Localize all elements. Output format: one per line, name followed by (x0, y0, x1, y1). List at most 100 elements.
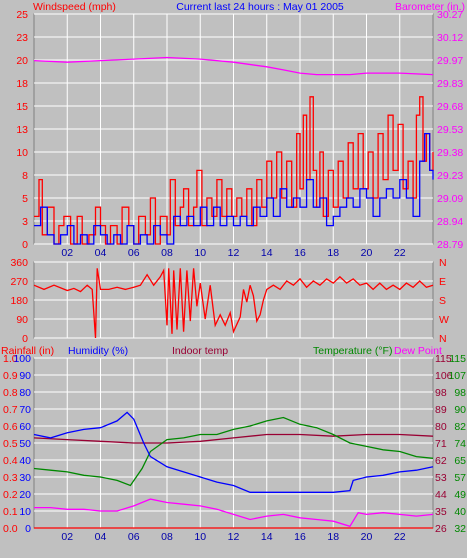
humidity-tick-label: 90 (19, 370, 31, 382)
humidity-tick-label: 50 (19, 438, 31, 450)
temperature-tick-label: 40 (454, 506, 466, 518)
temperature-tick-label: 74 (454, 438, 466, 450)
compass-tick-label: N (439, 257, 447, 269)
compass-tick-label: N (439, 333, 447, 345)
rainfall-tick-label: 0.6 (3, 421, 18, 433)
windspeed-tick-label: 13 (16, 124, 28, 136)
rainfall-tick-label: 0.2 (3, 489, 18, 501)
barometer-axis-title: Barometer (in.) (395, 1, 465, 13)
x-tick-label: 16 (294, 247, 306, 259)
compass-tick-label: S (439, 295, 446, 307)
indoor-temp-title: Indoor temp (172, 345, 228, 357)
humidity-tick-label: 80 (19, 387, 31, 399)
indoor-temp-tick-label: 53 (435, 472, 447, 484)
direction-tick-label: 180 (10, 295, 28, 307)
barometer-tick-label: 29.53 (437, 124, 463, 136)
temperature-tick-label: 98 (454, 387, 466, 399)
rainfall-tick-label: 0.0 (3, 523, 18, 535)
temperature-tick-label: 82 (454, 421, 466, 433)
rainfall-tick-label: 0.5 (3, 438, 18, 450)
humidity-axis-title: Humidity (%) (68, 345, 128, 357)
direction-tick-label: 90 (16, 314, 28, 326)
windspeed-tick-label: 23 (16, 32, 28, 44)
temperature-tick-label: 57 (454, 472, 466, 484)
temperature-tick-label: 115 (449, 353, 466, 365)
dewpoint-axis-title: Dew Point (394, 345, 442, 357)
x-tick-label: 04 (95, 247, 107, 259)
x-tick-label: 12 (228, 247, 240, 259)
windspeed-tick-label: 3 (22, 216, 28, 228)
rainfall-tick-label: 0.4 (3, 455, 18, 467)
temperature-axis-title: Temperature (°F) (313, 345, 392, 357)
windspeed-tick-label: 10 (16, 147, 28, 159)
x-tick-label: 08 (161, 247, 173, 259)
windspeed-axis-title: Windspeed (mph) (33, 1, 116, 13)
temperature-tick-label: 49 (454, 489, 466, 501)
humidity-tick-label: 10 (19, 506, 31, 518)
humidity-tick-label: 30 (19, 472, 31, 484)
x-tick-label: 10 (194, 531, 206, 543)
temperature-tick-label: 32 (454, 523, 466, 535)
x-tick-label: 14 (261, 531, 273, 543)
windspeed-tick-label: 0 (22, 239, 28, 251)
temperature-line (33, 416, 434, 487)
rainfall-tick-label: 0.1 (3, 506, 18, 518)
direction-tick-label: 360 (10, 257, 28, 269)
humidity-tick-label: 70 (19, 404, 31, 416)
x-tick-label: 20 (361, 531, 373, 543)
indoor-temp-tick-label: 106 (435, 370, 453, 382)
x-tick-label: 08 (161, 531, 173, 543)
x-tick-label: 12 (228, 531, 240, 543)
windspeed-tick-label: 18 (16, 78, 28, 90)
wind-direction-line (33, 268, 434, 339)
x-tick-label: 20 (361, 247, 373, 259)
windspeed-tick-label: 15 (16, 101, 28, 113)
humidity-line (33, 411, 434, 493)
indoor-temp-tick-label: 35 (435, 506, 447, 518)
humidity-tick-label: 0 (25, 523, 31, 535)
barometer-tick-label: 30.27 (437, 9, 463, 21)
indoor-temp-tick-label: 71 (435, 438, 447, 450)
humidity-tick-label: 60 (19, 421, 31, 433)
barometer-line (33, 56, 434, 76)
compass-tick-label: E (439, 276, 446, 288)
wind-average-line (34, 132, 434, 245)
humidity-tick-label: 40 (19, 455, 31, 467)
chart-title: Current last 24 hours : May 01 2005 (176, 1, 344, 13)
indoor-temp-tick-label: 62 (435, 455, 447, 467)
dewpoint-line (34, 498, 434, 528)
direction-tick-label: 270 (10, 276, 28, 288)
indoor-temp-tick-label: 89 (435, 404, 447, 416)
windspeed-tick-label: 25 (16, 9, 28, 21)
barometer-tick-label: 28.94 (437, 216, 463, 228)
x-tick-label: 02 (61, 247, 73, 259)
temperature-tick-label: 107 (448, 370, 466, 382)
direction-tick-label: 0 (22, 333, 28, 345)
x-tick-label: 16 (294, 531, 306, 543)
x-tick-label: 02 (61, 531, 73, 543)
barometer-tick-label: 29.68 (437, 101, 463, 113)
humidity-tick-label: 20 (19, 489, 31, 501)
barometer-tick-label: 29.83 (437, 78, 463, 90)
x-tick-label: 06 (128, 247, 140, 259)
indoor-temp-tick-label: 44 (435, 489, 447, 501)
x-tick-label: 06 (128, 531, 140, 543)
x-tick-label: 22 (394, 531, 406, 543)
humidity-tick-label: 100 (13, 353, 31, 365)
barometer-tick-label: 29.23 (437, 170, 463, 182)
barometer-tick-label: 29.38 (437, 147, 463, 159)
x-tick-label: 22 (394, 247, 406, 259)
x-tick-label: 04 (95, 531, 107, 543)
rainfall-tick-label: 0.9 (3, 370, 18, 382)
temperature-tick-label: 65 (454, 455, 466, 467)
rainfall-tick-label: 0.8 (3, 387, 18, 399)
windspeed-tick-label: 8 (22, 170, 28, 182)
indoor-temp-tick-label: 98 (435, 387, 447, 399)
rainfall-tick-label: 1.0 (3, 353, 18, 365)
indoor-temp-line (33, 433, 434, 444)
windspeed-tick-label: 20 (16, 55, 28, 67)
compass-tick-label: W (439, 314, 449, 326)
barometer-tick-label: 29.97 (437, 55, 463, 67)
